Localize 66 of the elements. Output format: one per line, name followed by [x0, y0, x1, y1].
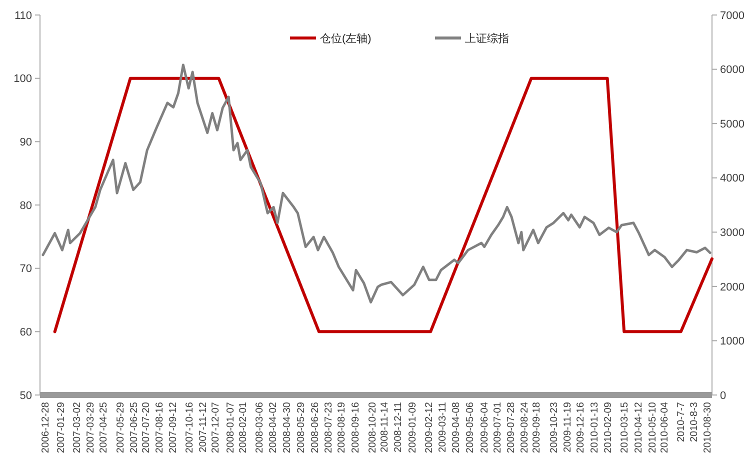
x-tick-label: 2009-09-18: [532, 402, 543, 454]
x-tick-label: 2008-05-29: [296, 402, 308, 454]
x-tick-label: 2009-06-04: [479, 402, 490, 454]
x-tick-label: 2008-11-14: [380, 402, 391, 452]
x-tick-label: 2010-08-30: [702, 402, 714, 454]
x-tick-label: 2010-06-04: [660, 402, 671, 454]
y2-tick-label: 7000: [720, 10, 744, 22]
legend-label: 仓位(左轴): [320, 32, 372, 45]
y2-tick-label: 5000: [720, 118, 744, 130]
x-tick-label: 2009-03-11: [437, 402, 448, 452]
x-tick-label: 2010-01-13: [589, 402, 600, 454]
x-tick-label: 2007-09-12: [168, 402, 179, 454]
y-tick-label: 60: [20, 326, 32, 339]
x-tick-label: 2008-08-19: [336, 402, 348, 454]
x-tick-label: 2009-07-28: [506, 402, 518, 454]
legend-label: 上证综指: [465, 32, 509, 45]
x-tick-label: 2008-01-07: [226, 402, 237, 454]
x-tick-label: 2010-02-09: [602, 402, 614, 454]
x-tick-label: 2007-11-12: [198, 402, 209, 452]
y2-tick-label: 2000: [720, 281, 744, 294]
y-tick-label: 110: [14, 10, 32, 22]
x-tick-label: 2009-01-09: [407, 402, 418, 454]
line-series: [42, 64, 712, 304]
x-tick-label: 2008-04-30: [282, 402, 293, 454]
x-tick-label: 2008-12-11: [392, 402, 404, 452]
y-tick-label: 80: [20, 200, 32, 212]
x-tick-label: 2009-12-16: [576, 402, 587, 454]
y2-tick-label: 1000: [720, 336, 744, 348]
x-tick-label: 2007-06-25: [128, 402, 140, 454]
y-tick-label: 50: [20, 390, 32, 402]
x-tick-label: 2007-08-16: [154, 402, 166, 454]
x-tick-label: 2009-08-24: [519, 402, 530, 454]
x-tick-label: 2007-05-29: [115, 402, 126, 454]
x-tick-label: 2007-07-20: [141, 402, 152, 454]
y2-tick-label: 3000: [720, 226, 744, 239]
x-tick-label: 2006-12-28: [40, 402, 52, 454]
x-tick-label: 2007-04-25: [98, 402, 110, 454]
x-tick-label: 2010-04-12: [633, 402, 644, 454]
x-tick-label: 2009-07-01: [492, 402, 504, 454]
x-tick-label: 2008-03-06: [254, 402, 266, 454]
x-tick-label: 2008-06-26: [310, 402, 322, 454]
y-tick-label: 90: [20, 136, 32, 149]
x-tick-label: 2007-03-29: [85, 402, 96, 454]
x-tick-label: 2009-11-19: [562, 402, 574, 452]
x-tick-label: 2010-8-3: [689, 402, 700, 442]
x-tick-label: 2009-10-23: [549, 402, 560, 454]
x-tick-label: 2008-09-16: [350, 402, 362, 454]
x-tick-label: 2010-7-7: [676, 402, 687, 442]
y-tick-label: 70: [20, 263, 32, 276]
x-tick-label: 2008-04-02: [268, 402, 280, 454]
x-tick-label: 2007-10-16: [184, 402, 196, 454]
x-tick-label: 2009-02-12: [424, 402, 436, 454]
y2-tick-label: 6000: [720, 64, 744, 76]
x-tick-label: 2007-03-02: [72, 402, 84, 454]
y-tick-label: 100: [14, 73, 32, 86]
x-tick-label: 2009-05-06: [465, 402, 476, 454]
x-tick-label: 2008-02-01: [238, 402, 249, 454]
y2-tick-label: 0: [720, 390, 726, 402]
x-tick-label: 2009-04-08: [451, 402, 462, 454]
x-tick-label: 2010-05-10: [647, 402, 658, 454]
x-tick-label: 2010-03-15: [620, 402, 631, 454]
y2-tick-label: 4000: [720, 172, 744, 185]
x-tick-label: 2008-07-23: [323, 402, 334, 454]
x-tick-label: 2008-10-20: [367, 402, 378, 454]
x-tick-label: 2007-01-29: [56, 402, 68, 454]
x-tick-label: 2007-12-07: [210, 402, 222, 454]
